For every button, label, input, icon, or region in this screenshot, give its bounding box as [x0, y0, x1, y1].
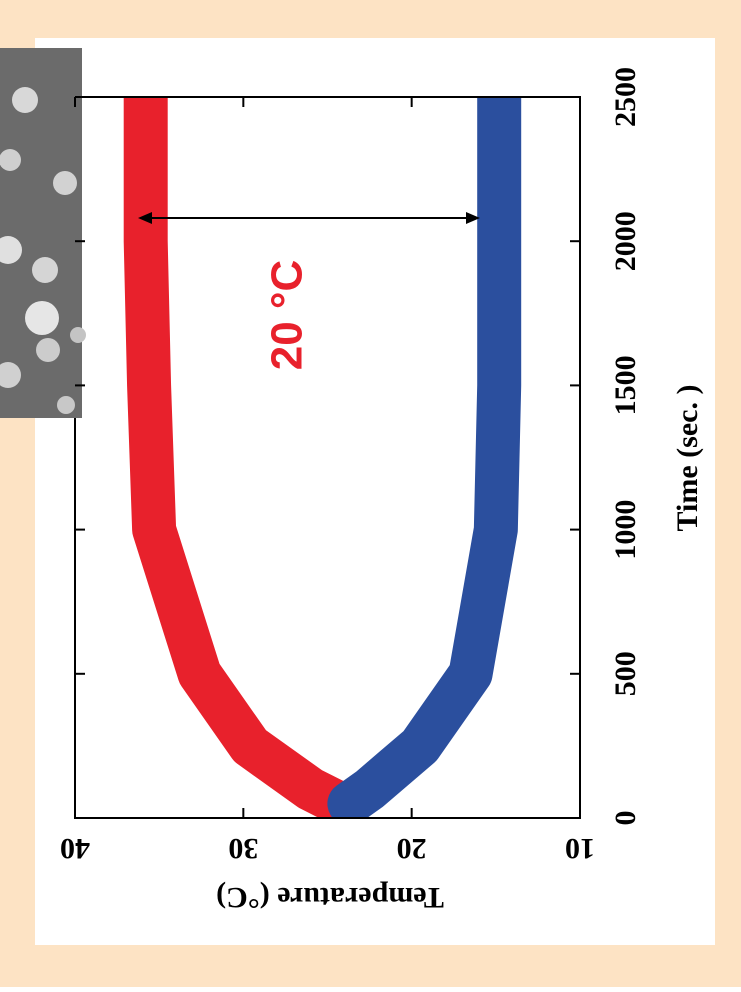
x-tick-label: 2500 [609, 67, 642, 127]
x-tick-label: 1500 [609, 355, 642, 415]
y-tick-label: 30 [228, 832, 258, 865]
annotation: 20 °C [263, 260, 312, 371]
inset-image [0, 48, 86, 418]
y-tick-label: 10 [565, 832, 595, 865]
y-tick-label: 40 [60, 832, 90, 865]
x-axis-label: Time (sec. ) [671, 385, 704, 532]
x-tick-label: 2000 [609, 211, 642, 271]
y-tick-label: 20 [397, 832, 427, 865]
chart: 20 °C Time (sec. ) Temperature (°C) 0 500… [0, 0, 741, 987]
y-axis-label: Temperature (°C) [216, 881, 444, 914]
x-tick-label: 1000 [609, 500, 642, 560]
x-tick-label: 500 [609, 651, 642, 696]
x-tick-label: 0 [609, 811, 642, 826]
